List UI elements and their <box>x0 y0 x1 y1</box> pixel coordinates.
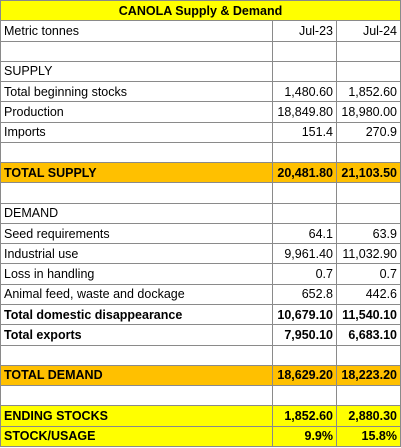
table-row: Industrial use 9,961.40 11,032.90 <box>0 243 401 265</box>
table-row: Total exports 7,950.10 6,683.10 <box>0 324 401 346</box>
empty-cell <box>272 182 337 204</box>
table-row: Animal feed, waste and dockage 652.8 442.6 <box>0 283 401 305</box>
value-cell: 9,961.40 <box>272 243 337 265</box>
column-header: Jul-23 <box>272 20 337 42</box>
table-row: DEMAND <box>0 202 401 224</box>
row-label: ENDING STOCKS <box>0 405 273 427</box>
table-row: Total beginning stocks 1,480.60 1,852.60 <box>0 81 401 103</box>
unit-label: Metric tonnes <box>0 20 273 42</box>
row-label: Total exports <box>0 324 273 346</box>
value-cell: 6,683.10 <box>336 324 401 346</box>
table-row <box>0 385 401 407</box>
empty-cell <box>272 385 337 407</box>
empty-cell <box>336 344 401 366</box>
table-row: Metric tonnes Jul-23 Jul-24 <box>0 20 401 42</box>
row-label: Imports <box>0 121 273 143</box>
table-row: Imports 151.4 270.9 <box>0 121 401 143</box>
value-cell: 7,950.10 <box>272 324 337 346</box>
table-row <box>0 141 401 164</box>
value-cell: 270.9 <box>336 121 401 143</box>
section-heading: DEMAND <box>0 202 273 224</box>
row-label: Total beginning stocks <box>0 81 273 103</box>
value-cell: 63.9 <box>336 222 401 245</box>
value-cell: 20,481.80 <box>272 162 337 184</box>
value-cell: 64.1 <box>272 222 337 245</box>
section-heading: SUPPLY <box>0 60 273 83</box>
value-cell: 2,880.30 <box>336 405 401 427</box>
value-cell: 442.6 <box>336 283 401 305</box>
empty-cell <box>336 202 401 224</box>
table-row: CANOLA Supply & Demand <box>0 0 401 22</box>
value-cell: 18,980.00 <box>336 101 401 123</box>
value-cell: 11,032.90 <box>336 243 401 265</box>
empty-cell <box>272 60 337 83</box>
value-cell: 15.8% <box>336 425 401 448</box>
table-row <box>0 40 401 62</box>
value-cell: 652.8 <box>272 283 337 305</box>
value-cell: 151.4 <box>272 121 337 143</box>
value-cell: 0.7 <box>336 263 401 285</box>
empty-cell <box>336 141 401 164</box>
value-cell: 11,540.10 <box>336 303 401 326</box>
row-label: Total domestic disappearance <box>0 303 273 326</box>
table-row: TOTAL SUPPLY 20,481.80 21,103.50 <box>0 162 401 184</box>
row-label: STOCK/USAGE <box>0 425 273 448</box>
empty-cell <box>0 141 273 164</box>
empty-cell <box>336 182 401 204</box>
empty-cell <box>0 344 273 366</box>
value-cell: 1,480.60 <box>272 81 337 103</box>
empty-cell <box>272 141 337 164</box>
row-label: Production <box>0 101 273 123</box>
empty-cell <box>0 40 273 62</box>
empty-cell <box>272 344 337 366</box>
column-header: Jul-24 <box>336 20 401 42</box>
row-label: Animal feed, waste and dockage <box>0 283 273 305</box>
table-row: Production 18,849.80 18,980.00 <box>0 101 401 123</box>
row-label: TOTAL SUPPLY <box>0 162 273 184</box>
value-cell: 9.9% <box>272 425 337 448</box>
table-title: CANOLA Supply & Demand <box>0 0 401 22</box>
table-row <box>0 344 401 366</box>
value-cell: 18,223.20 <box>336 364 401 387</box>
empty-cell <box>336 60 401 83</box>
empty-cell <box>272 40 337 62</box>
empty-cell <box>336 40 401 62</box>
value-cell: 18,849.80 <box>272 101 337 123</box>
table-row: Loss in handling 0.7 0.7 <box>0 263 401 285</box>
row-label: Loss in handling <box>0 263 273 285</box>
value-cell: 10,679.10 <box>272 303 337 326</box>
value-cell: 1,852.60 <box>272 405 337 427</box>
value-cell: 18,629.20 <box>272 364 337 387</box>
value-cell: 21,103.50 <box>336 162 401 184</box>
table-row: Total domestic disappearance 10,679.10 11,… <box>0 303 401 326</box>
table-row: ENDING STOCKS 1,852.60 2,880.30 <box>0 405 401 427</box>
empty-cell <box>336 385 401 407</box>
table-row: Seed requirements 64.1 63.9 <box>0 222 401 245</box>
value-cell: 0.7 <box>272 263 337 285</box>
table-row: STOCK/USAGE 9.9% 15.8% <box>0 425 401 448</box>
value-cell: 1,852.60 <box>336 81 401 103</box>
empty-cell <box>0 385 273 407</box>
empty-cell <box>0 182 273 204</box>
table-row: TOTAL DEMAND 18,629.20 18,223.20 <box>0 364 401 387</box>
row-label: Industrial use <box>0 243 273 265</box>
empty-cell <box>272 202 337 224</box>
table-row: SUPPLY <box>0 60 401 83</box>
table-row <box>0 182 401 204</box>
row-label: Seed requirements <box>0 222 273 245</box>
row-label: TOTAL DEMAND <box>0 364 273 387</box>
